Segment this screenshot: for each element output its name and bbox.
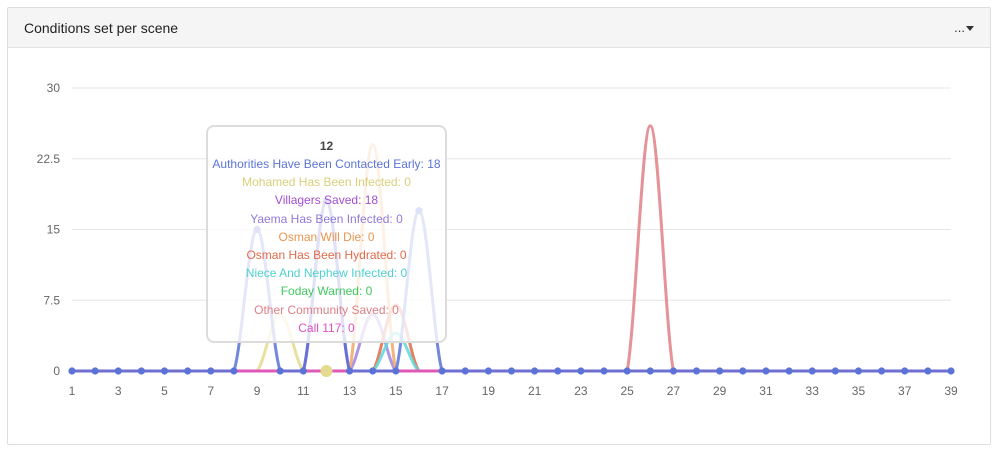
caret-down-icon <box>966 26 974 31</box>
x-tick-label: 11 <box>297 384 310 398</box>
data-point <box>230 367 238 375</box>
panel-title: Conditions set per scene <box>24 19 179 36</box>
panel-menu-button[interactable]: ... <box>954 20 974 35</box>
data-point <box>91 367 99 375</box>
series-line-villagers-saved <box>71 199 951 373</box>
data-point <box>160 367 169 375</box>
tooltip-lines: Authorities Have Been Contacted Early: 1… <box>208 155 445 337</box>
y-tick-label: 7.5 <box>43 293 60 307</box>
data-point <box>947 367 955 375</box>
data-point <box>438 367 446 375</box>
data-point <box>854 367 863 375</box>
tooltip-line: Authorities Have Been Contacted Early: 1… <box>212 157 441 171</box>
x-tick-label: 5 <box>161 384 168 398</box>
x-tick-label: 35 <box>852 384 866 398</box>
data-point <box>68 367 76 375</box>
y-tick-label: 22.5 <box>37 152 61 166</box>
data-point <box>901 367 909 375</box>
data-point <box>646 367 654 375</box>
data-point <box>831 367 839 375</box>
tooltip-line: Niece And Nephew Infected: 0 <box>245 266 408 281</box>
tooltip-line: Other Community Saved: 0 <box>254 302 399 317</box>
x-tick-label: 39 <box>944 384 958 398</box>
data-point <box>692 367 701 375</box>
x-tick-label: 31 <box>759 384 773 398</box>
tooltip-title: 12 <box>319 139 334 153</box>
y-tick-label: 0 <box>53 364 60 378</box>
y-tick-label: 30 <box>47 81 61 95</box>
tooltip-line: Mohamed Has Been Infected: 0 <box>242 175 411 190</box>
x-tick-label: 33 <box>806 384 820 398</box>
series-line-osman-has-been-hydrated <box>71 303 951 373</box>
hover-point <box>320 365 333 377</box>
series-line-osman-will-die <box>71 143 951 373</box>
data-point <box>276 367 284 375</box>
tooltip-line: Osman Will Die: 0 <box>278 229 375 244</box>
data-point <box>369 367 377 375</box>
x-tick-label: 21 <box>528 384 542 398</box>
data-point <box>623 367 631 375</box>
series-line-other-community-saved <box>71 124 951 373</box>
x-tick-label: 19 <box>482 384 496 398</box>
x-tick-label: 7 <box>207 384 214 398</box>
series-line-niece-and-nephew-infected <box>71 331 951 373</box>
data-point <box>808 367 816 375</box>
tooltip-line: Yaema Has Been Infected: 0 <box>250 211 403 226</box>
data-point <box>554 367 562 375</box>
data-point <box>137 367 145 375</box>
data-point <box>785 367 793 375</box>
data-point <box>184 367 192 375</box>
data-point <box>762 367 770 375</box>
data-point <box>299 367 307 375</box>
data-point <box>392 367 400 375</box>
panel-header: Conditions set per scene ... <box>8 8 990 48</box>
data-point <box>669 367 678 375</box>
x-tick-label: 1 <box>69 384 76 398</box>
x-tick-label: 13 <box>343 384 357 398</box>
menu-label: ... <box>954 20 965 35</box>
data-point <box>577 367 585 375</box>
series-line-mohamed-has-been-infected <box>71 312 951 373</box>
series-line-yaema-has-been-infected <box>71 312 951 373</box>
x-tick-label: 37 <box>898 384 912 398</box>
data-point <box>345 367 354 375</box>
data-point <box>531 367 539 375</box>
y-tick-label: 15 <box>47 223 61 237</box>
data-point <box>461 367 469 375</box>
x-tick-label: 9 <box>254 384 261 398</box>
x-tick-label: 27 <box>667 384 681 398</box>
data-point <box>207 367 215 375</box>
tooltip-line: Foday Warned: 0 <box>280 284 373 299</box>
tooltip-line: Osman Has Been Hydrated: 0 <box>246 248 407 263</box>
data-point <box>600 367 608 375</box>
data-point <box>484 367 492 375</box>
data-point <box>878 367 886 375</box>
x-tick-label: 29 <box>713 384 727 398</box>
series-line-authorities-have-been-contacted-early <box>71 199 951 373</box>
data-point <box>924 367 932 375</box>
chart-tooltip: 12 Authorities Have Been Contacted Early… <box>206 125 447 343</box>
data-point <box>739 367 747 375</box>
x-tick-label: 15 <box>389 384 403 398</box>
data-point <box>716 367 724 375</box>
x-tick-label: 23 <box>574 384 588 398</box>
data-point <box>507 367 516 375</box>
tooltip-line: Villagers Saved: 18 <box>274 193 379 208</box>
x-tick-label: 3 <box>115 384 122 398</box>
x-tick-label: 25 <box>620 384 634 398</box>
data-point <box>114 367 122 375</box>
tooltip-line: Call 117: 0 <box>298 320 355 335</box>
x-tick-label: 17 <box>435 384 449 398</box>
